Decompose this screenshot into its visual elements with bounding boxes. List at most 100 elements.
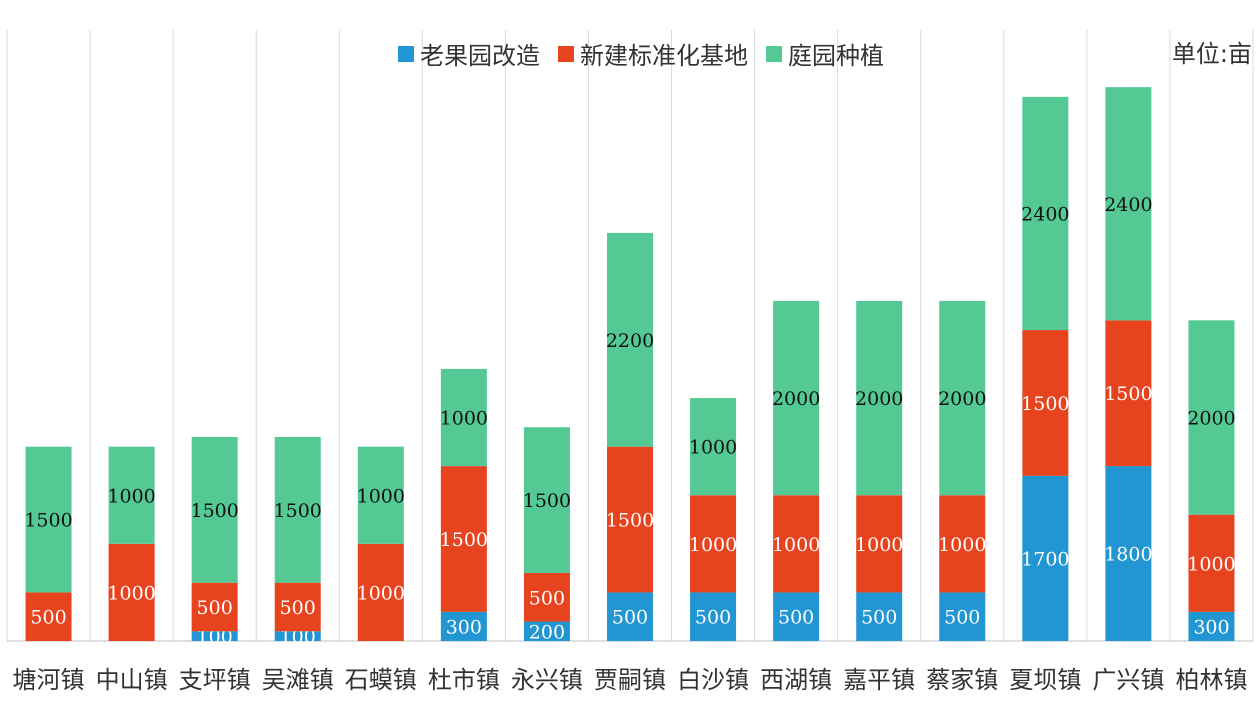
legend-swatch-2: [766, 45, 782, 62]
bar-segment: [856, 592, 903, 641]
bar-segment: [1105, 466, 1152, 641]
legend-swatch-0: [398, 45, 414, 62]
category-label: 贾嗣镇: [594, 666, 666, 694]
legend-item-1: 新建标准化基地: [558, 36, 748, 71]
bar-segment: [357, 543, 404, 641]
bar-segment: [1022, 475, 1069, 641]
bar-segment: [523, 572, 570, 622]
data-label: 500: [197, 597, 233, 619]
data-label: 1500: [274, 500, 322, 522]
bar-segment: [1105, 320, 1152, 467]
bar-segment: [1022, 330, 1069, 476]
legend-label-0: 老果园改造: [420, 42, 540, 70]
bar-segment: [440, 466, 487, 612]
category-label: 柏林镇: [1175, 666, 1247, 694]
data-label: 1000: [357, 485, 405, 507]
data-label: 1700: [1021, 548, 1069, 570]
data-label: 1000: [107, 582, 155, 604]
data-label: 100: [197, 626, 233, 648]
data-label: 1800: [1104, 544, 1152, 566]
data-label: 2400: [1021, 203, 1069, 225]
bar-segment: [191, 582, 238, 632]
bar-segment: [523, 427, 570, 573]
data-label: 1500: [24, 510, 72, 532]
category-label: 广兴镇: [1092, 666, 1164, 694]
legend-label-1: 新建标准化基地: [580, 42, 748, 70]
data-label: 500: [778, 607, 814, 629]
unit-label: 单位:亩: [1171, 40, 1252, 68]
bar-segment: [1105, 87, 1152, 321]
bar-segment: [607, 232, 653, 447]
legend-swatch-1: [558, 45, 574, 62]
data-label: 1000: [107, 485, 155, 507]
bar-segment: [856, 300, 903, 496]
bar-segment: [25, 592, 72, 641]
category-label: 西湖镇: [760, 666, 832, 694]
data-label: 1000: [357, 582, 405, 604]
data-label: 300: [446, 616, 482, 638]
data-label: 2400: [1104, 194, 1152, 216]
category-label: 中山镇: [96, 666, 168, 694]
bar-segment: [856, 495, 903, 593]
data-label: 2000: [938, 388, 986, 410]
data-label: 500: [280, 597, 316, 619]
bar-segment: [939, 300, 986, 496]
bar-segment: [357, 446, 404, 544]
bar-segment: [773, 592, 820, 641]
data-label: 500: [529, 587, 565, 609]
bar-segment: [1188, 320, 1235, 515]
data-label: 200: [529, 621, 565, 643]
bar-segment: [108, 543, 155, 641]
data-label: 1000: [1187, 553, 1235, 575]
bar-segment: [1188, 611, 1235, 641]
bar-segment: [25, 446, 72, 593]
data-label: 500: [30, 607, 66, 629]
legend: 老果园改造 新建标准化基地 庭园种植: [398, 36, 884, 71]
category-label: 蔡家镇: [926, 666, 998, 694]
bar-segment: [607, 592, 653, 641]
category-label: 嘉平镇: [843, 666, 915, 694]
category-label: 杜市镇: [428, 666, 500, 694]
data-label: 2200: [606, 330, 654, 352]
data-label: 500: [695, 607, 731, 629]
bar-segment: [523, 621, 570, 641]
data-label: 1000: [440, 408, 488, 430]
bar-segment: [690, 495, 737, 593]
data-label: 1000: [938, 534, 986, 556]
data-label: 2000: [855, 388, 903, 410]
data-label: 1500: [1021, 393, 1069, 415]
bar-segment: [690, 398, 737, 496]
data-label: 1000: [689, 437, 737, 459]
bar-segment: [607, 446, 653, 593]
data-label: 1000: [772, 534, 820, 556]
bar-segment: [939, 592, 986, 641]
bar-segment: [690, 592, 737, 641]
bar-segment: [773, 300, 820, 496]
bar-segment: [773, 495, 820, 593]
bar-segment: [274, 436, 321, 583]
data-label: 1500: [1104, 383, 1152, 405]
data-label: 500: [612, 607, 648, 629]
bar-segment: [1188, 514, 1235, 612]
legend-item-2: 庭园种植: [766, 36, 884, 71]
data-label: 2000: [1187, 408, 1235, 430]
bar-segment: [108, 446, 155, 544]
data-label: 500: [861, 607, 897, 629]
category-label: 吴滩镇: [262, 666, 334, 694]
data-label: 1500: [523, 490, 571, 512]
legend-item-0: 老果园改造: [398, 36, 540, 71]
data-label: 1000: [855, 534, 903, 556]
data-label: 2000: [772, 388, 820, 410]
bar-segment: [939, 495, 986, 593]
bar-segment: [191, 631, 238, 641]
bar-segment: [191, 436, 238, 583]
category-label: 永兴镇: [511, 666, 583, 694]
data-label: 1500: [440, 529, 488, 551]
data-label: 1500: [606, 510, 654, 532]
category-label: 塘河镇: [13, 666, 85, 694]
category-label: 石蟆镇: [345, 666, 417, 694]
data-label: 300: [1193, 616, 1229, 638]
category-label: 夏坝镇: [1009, 666, 1081, 694]
category-label: 支坪镇: [179, 666, 251, 694]
